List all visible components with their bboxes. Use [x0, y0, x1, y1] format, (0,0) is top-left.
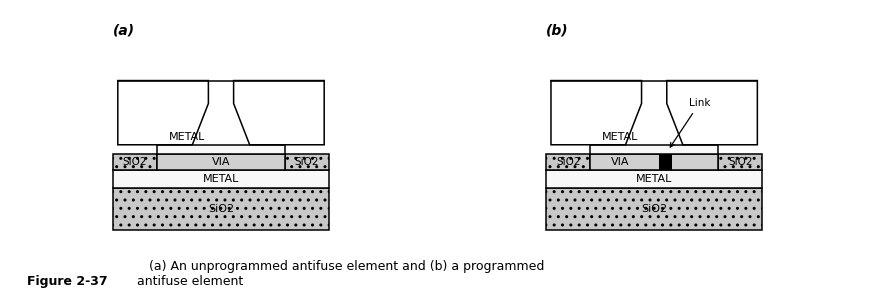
Bar	[590, 154, 719, 170]
Bar	[546, 188, 762, 230]
Text: METAL: METAL	[169, 132, 205, 142]
Text: SiO2: SiO2	[728, 157, 752, 167]
Bar	[546, 170, 762, 188]
Text: (a): (a)	[113, 23, 135, 37]
Text: SiO2: SiO2	[556, 157, 581, 167]
Bar	[719, 154, 762, 170]
Text: VIA: VIA	[212, 157, 230, 167]
Bar	[113, 188, 329, 230]
Text: VIA: VIA	[611, 157, 629, 167]
Bar	[156, 145, 286, 154]
Polygon shape	[667, 81, 758, 145]
Text: SiO2: SiO2	[641, 204, 667, 214]
Text: METAL: METAL	[636, 174, 673, 184]
Text: Link: Link	[670, 98, 710, 147]
Bar	[113, 170, 329, 188]
Bar	[546, 154, 590, 170]
Text: SiO2: SiO2	[123, 157, 148, 167]
Text: SiO2: SiO2	[208, 204, 234, 214]
Bar	[286, 154, 329, 170]
Bar	[659, 154, 672, 170]
Text: METAL: METAL	[602, 132, 638, 142]
Text: (a) An unprogrammed antifuse element and (b) a programmed
antifuse element: (a) An unprogrammed antifuse element and…	[137, 260, 545, 288]
Text: SiO2: SiO2	[294, 157, 319, 167]
Polygon shape	[551, 81, 642, 145]
Text: Figure 2-37: Figure 2-37	[27, 275, 107, 288]
Text: (b): (b)	[546, 23, 569, 37]
Text: METAL: METAL	[202, 174, 240, 184]
Bar	[156, 154, 286, 170]
Bar	[590, 145, 719, 154]
Polygon shape	[233, 81, 324, 145]
Polygon shape	[118, 81, 209, 145]
Bar	[113, 154, 156, 170]
